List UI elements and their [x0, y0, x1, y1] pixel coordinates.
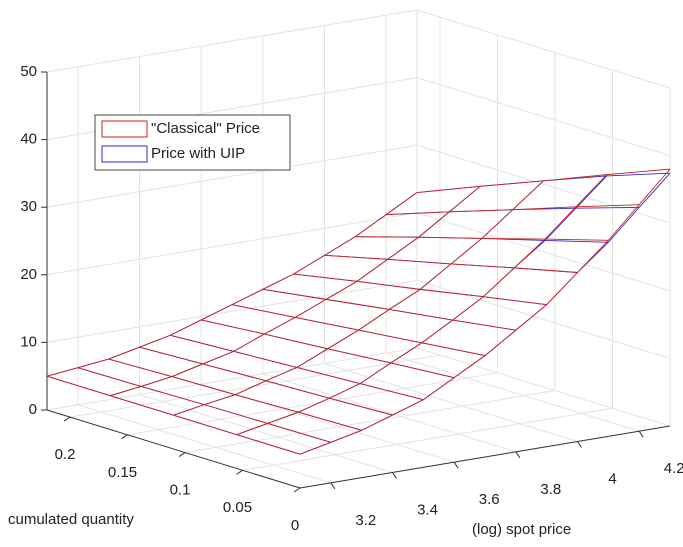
surface-line — [386, 204, 640, 216]
grid-line — [127, 372, 498, 436]
grid-line — [416, 144, 671, 224]
z-tick-label: 30 — [20, 198, 37, 215]
x-tick-label: 4.2 — [664, 460, 683, 477]
surface — [46, 168, 671, 455]
surface-line — [201, 319, 455, 379]
surface-line — [262, 288, 516, 331]
x-tick-label: 3.8 — [540, 481, 561, 498]
x-tick — [330, 482, 336, 490]
y-tick — [63, 416, 71, 422]
z-tick-label: 40 — [20, 131, 37, 148]
z-tick-label: 50 — [20, 63, 37, 80]
surface-line — [355, 236, 609, 241]
y-axis-label: cumulated quantity — [8, 511, 134, 528]
y-tick — [121, 434, 128, 440]
grid-line — [139, 394, 393, 473]
x-tick-label: 4 — [608, 470, 616, 487]
x-tick — [577, 441, 582, 448]
grid-line — [416, 77, 671, 157]
legend-label: Price with UIP — [151, 145, 245, 162]
grid-line — [242, 407, 613, 471]
grid-line — [77, 404, 331, 484]
grid-line — [324, 363, 578, 442]
grid-line — [416, 279, 671, 359]
legend: "Classical" Price Price with UIP — [94, 114, 291, 171]
surface-line — [231, 304, 486, 357]
x-tick — [515, 451, 521, 459]
x-tick — [638, 430, 644, 438]
surface-line — [139, 346, 393, 416]
grid-line — [46, 212, 418, 276]
y-tick — [178, 452, 186, 457]
y-axis — [46, 409, 301, 489]
x-tick-label: 3.6 — [479, 491, 500, 508]
axes: 3.2 3.4 3.6 3.8 4 4.2 0 0.05 0.1 0.15 0.2 0 10 20 30 40… — [20, 63, 683, 534]
surface-line — [77, 367, 331, 443]
legend-swatch — [101, 120, 148, 138]
y-tick-label: 0.2 — [55, 446, 76, 463]
y-tick-label: 0.1 — [170, 482, 191, 499]
z-tick-label: 20 — [20, 266, 37, 283]
z-tick-label: 10 — [20, 333, 37, 350]
grid-line — [416, 347, 671, 427]
grid-line — [46, 9, 418, 73]
y-tick — [236, 469, 243, 475]
grid-line — [416, 212, 671, 292]
surface-line — [324, 254, 578, 273]
x-tick — [453, 461, 459, 469]
y-tick-label: 0 — [291, 517, 299, 534]
x-tick-label: 3.4 — [417, 501, 438, 518]
grid-line — [416, 9, 671, 89]
x-tick — [392, 472, 397, 479]
grid-line — [262, 373, 516, 453]
legend-swatch — [101, 145, 148, 163]
legend-label: "Classical" Price — [151, 120, 260, 137]
grid-line — [46, 279, 418, 343]
grid-line — [386, 352, 640, 432]
surface-line — [170, 334, 424, 401]
x-tick-label: 3.2 — [355, 512, 376, 529]
x-axis — [299, 425, 671, 489]
surface-line — [46, 375, 301, 455]
surface-line — [293, 273, 547, 306]
y-tick-label: 0.05 — [223, 499, 252, 516]
surface-line — [108, 358, 362, 431]
z-tick-label: 0 — [29, 401, 37, 418]
x-axis-label: (log) spot price — [472, 521, 571, 538]
grid-line — [46, 144, 418, 208]
grid-line — [46, 347, 418, 411]
surface-line — [416, 168, 671, 193]
y-tick-label: 0.15 — [108, 464, 137, 481]
y-tick — [293, 487, 301, 493]
grid-line — [184, 390, 556, 454]
